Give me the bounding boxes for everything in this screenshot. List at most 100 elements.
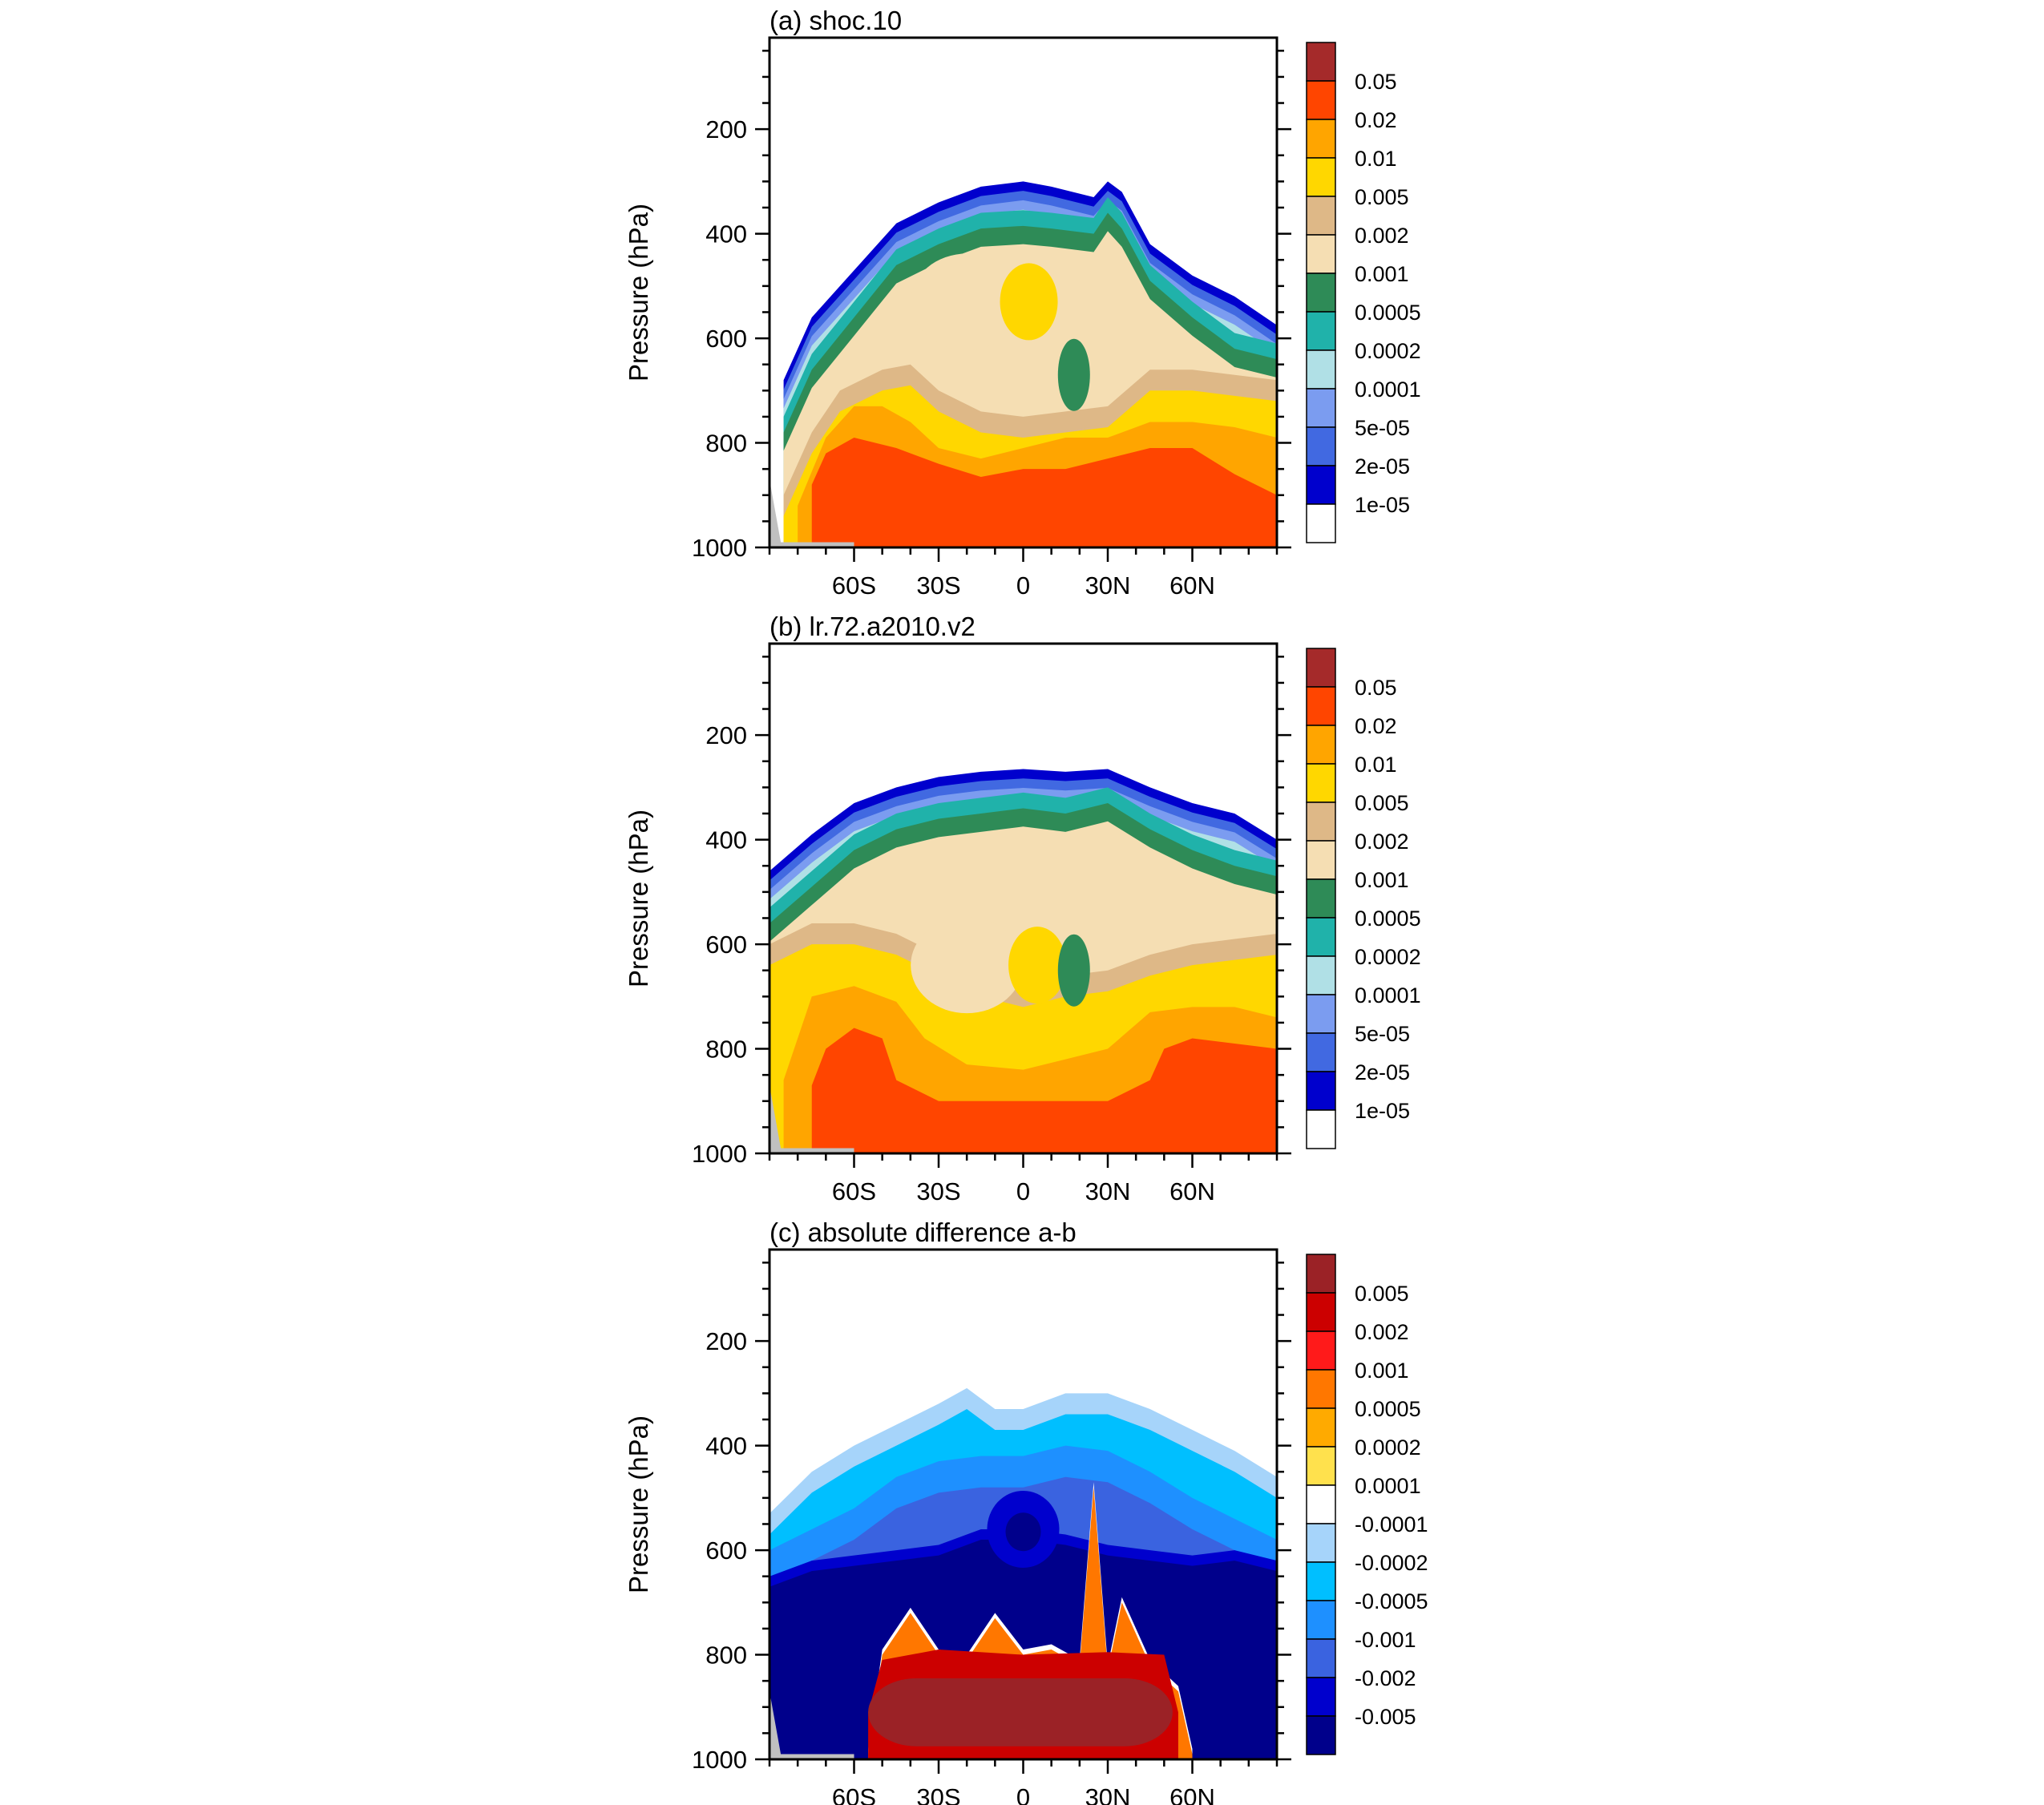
- x-tick-label: 60N: [1169, 1783, 1215, 1805]
- panel-title: (a) shoc.10: [770, 6, 902, 35]
- colorbar-label: 0.02: [1355, 108, 1397, 132]
- x-tick-label: 30S: [916, 1177, 960, 1205]
- x-tick-label: 0: [1016, 571, 1030, 600]
- inner-feature: [911, 253, 1024, 350]
- colorbar-label: 0.0002: [1355, 945, 1421, 969]
- panel-title: (c) absolute difference a-b: [770, 1217, 1077, 1247]
- colorbar-label: 0.0005: [1355, 1397, 1421, 1421]
- panel-title: (b) lr.72.a2010.v2: [770, 612, 976, 641]
- panel-a: 200 400 600 800 1000 60S 30S 0 30N 60N (a) shoc.10…: [624, 6, 1421, 600]
- x-tick-label: 60N: [1169, 571, 1215, 600]
- colorbar-label: 5e-05: [1355, 1022, 1410, 1046]
- contour-band-0.02: [811, 438, 1277, 547]
- colorbar-swatch: [1306, 273, 1336, 313]
- colorbar-label: 0.0005: [1355, 301, 1421, 325]
- plot-area: [770, 769, 1277, 1153]
- colorbar-label: 0.05: [1355, 70, 1397, 94]
- x-tick-label: 60S: [832, 571, 876, 600]
- colorbar-swatch: [1306, 1523, 1336, 1563]
- y-tick-label: 600: [705, 1536, 747, 1565]
- colorbar-swatch: [1306, 196, 1336, 236]
- y-tick-label: 600: [705, 931, 747, 959]
- inner-feature: [1057, 934, 1090, 1007]
- colorbar-swatch: [1306, 917, 1336, 957]
- colorbar-label: 2e-05: [1355, 1060, 1410, 1084]
- inner-feature: [911, 917, 1024, 1014]
- colorbar-swatch: [1306, 1446, 1336, 1486]
- colorbar-swatch: [1306, 1561, 1336, 1601]
- colorbar-swatch: [1306, 1407, 1336, 1448]
- colorbar-swatch: [1306, 311, 1336, 351]
- contour-band-0.02: [811, 1028, 1277, 1153]
- missing-data-region: [770, 479, 854, 547]
- y-axis-label: Pressure (hPa): [624, 204, 653, 382]
- colorbar-swatch: [1306, 426, 1336, 466]
- y-tick-label: 400: [705, 826, 747, 854]
- colorbar-swatch: [1306, 648, 1336, 688]
- colorbar-swatch: [1306, 994, 1336, 1034]
- x-tick-label: 0: [1016, 1783, 1030, 1805]
- contour-band-0.005: [868, 1678, 1173, 1746]
- y-tick-label: 200: [705, 1327, 747, 1355]
- colorbar-swatch: [1306, 119, 1336, 159]
- panel-b: 200 400 600 800 1000 60S 30S 0 30N 60N (b) lr.72.a…: [624, 612, 1421, 1205]
- colorbar-swatch: [1306, 1032, 1336, 1072]
- colorbar-label: 0.01: [1355, 147, 1397, 171]
- y-tick-label: 200: [705, 721, 747, 749]
- colorbar-label: 0.002: [1355, 1320, 1409, 1344]
- colorbar-swatch: [1306, 1600, 1336, 1640]
- colorbar-swatch: [1306, 1331, 1336, 1371]
- y-tick-label: 400: [705, 220, 747, 248]
- colorbar-label: 2e-05: [1355, 454, 1410, 479]
- colorbar-swatch: [1306, 1484, 1336, 1524]
- colorbar-swatch: [1306, 157, 1336, 197]
- colorbar-label: 0.0002: [1355, 339, 1421, 363]
- colorbar-label: 0.002: [1355, 224, 1409, 248]
- colorbar-label: 0.001: [1355, 1359, 1409, 1383]
- y-tick-label: 400: [705, 1432, 747, 1460]
- x-tick-label: 30S: [916, 1783, 960, 1805]
- colorbar-label: 0.02: [1355, 714, 1397, 738]
- colorbar-swatch: [1306, 686, 1336, 726]
- colorbar-swatch: [1306, 503, 1336, 543]
- colorbar-swatch: [1306, 763, 1336, 803]
- colorbar-swatch: [1306, 234, 1336, 274]
- colorbar-swatch: [1306, 1109, 1336, 1149]
- colorbar-swatch: [1306, 1677, 1336, 1717]
- inner-feature: [1000, 263, 1058, 341]
- colorbar-swatch: [1306, 1292, 1336, 1332]
- y-axis-label: Pressure (hPa): [624, 1415, 653, 1593]
- colorbar-label: 0.001: [1355, 868, 1409, 892]
- missing-data-region: [770, 1691, 854, 1759]
- colorbar-swatch: [1306, 1254, 1336, 1294]
- colorbar-label: -0.0001: [1355, 1512, 1428, 1536]
- colorbar-label: 1e-05: [1355, 493, 1410, 517]
- colorbar-label: 1e-05: [1355, 1099, 1410, 1123]
- colorbar-swatch: [1306, 955, 1336, 995]
- colorbar-swatch: [1306, 1715, 1336, 1755]
- y-tick-label: 1000: [692, 1746, 747, 1774]
- y-tick-label: 800: [705, 1641, 747, 1670]
- colorbar-label: 0.05: [1355, 676, 1397, 700]
- y-tick-label: 1000: [692, 1140, 747, 1168]
- colorbar-label: 5e-05: [1355, 416, 1410, 440]
- colorbar-label: 0.002: [1355, 830, 1409, 854]
- colorbar-swatch: [1306, 878, 1336, 919]
- y-tick-label: 800: [705, 430, 747, 458]
- x-tick-label: 60S: [832, 1177, 876, 1205]
- colorbar-label: -0.0002: [1355, 1551, 1428, 1575]
- plot-area: [770, 181, 1277, 547]
- colorbar-swatch: [1306, 1369, 1336, 1409]
- missing-data-region: [770, 1085, 854, 1153]
- inner-feature: [1057, 338, 1090, 411]
- y-tick-label: 800: [705, 1036, 747, 1064]
- colorbar-swatch: [1306, 1071, 1336, 1111]
- x-tick-label: 60N: [1169, 1177, 1215, 1205]
- colorbar-label: 0.01: [1355, 753, 1397, 777]
- colorbar-swatch: [1306, 725, 1336, 765]
- colorbar-swatch: [1306, 388, 1336, 428]
- colorbar-label: -0.0005: [1355, 1589, 1428, 1613]
- colorbar-label: 0.001: [1355, 262, 1409, 286]
- x-tick-label: 60S: [832, 1783, 876, 1805]
- y-tick-label: 200: [705, 115, 747, 143]
